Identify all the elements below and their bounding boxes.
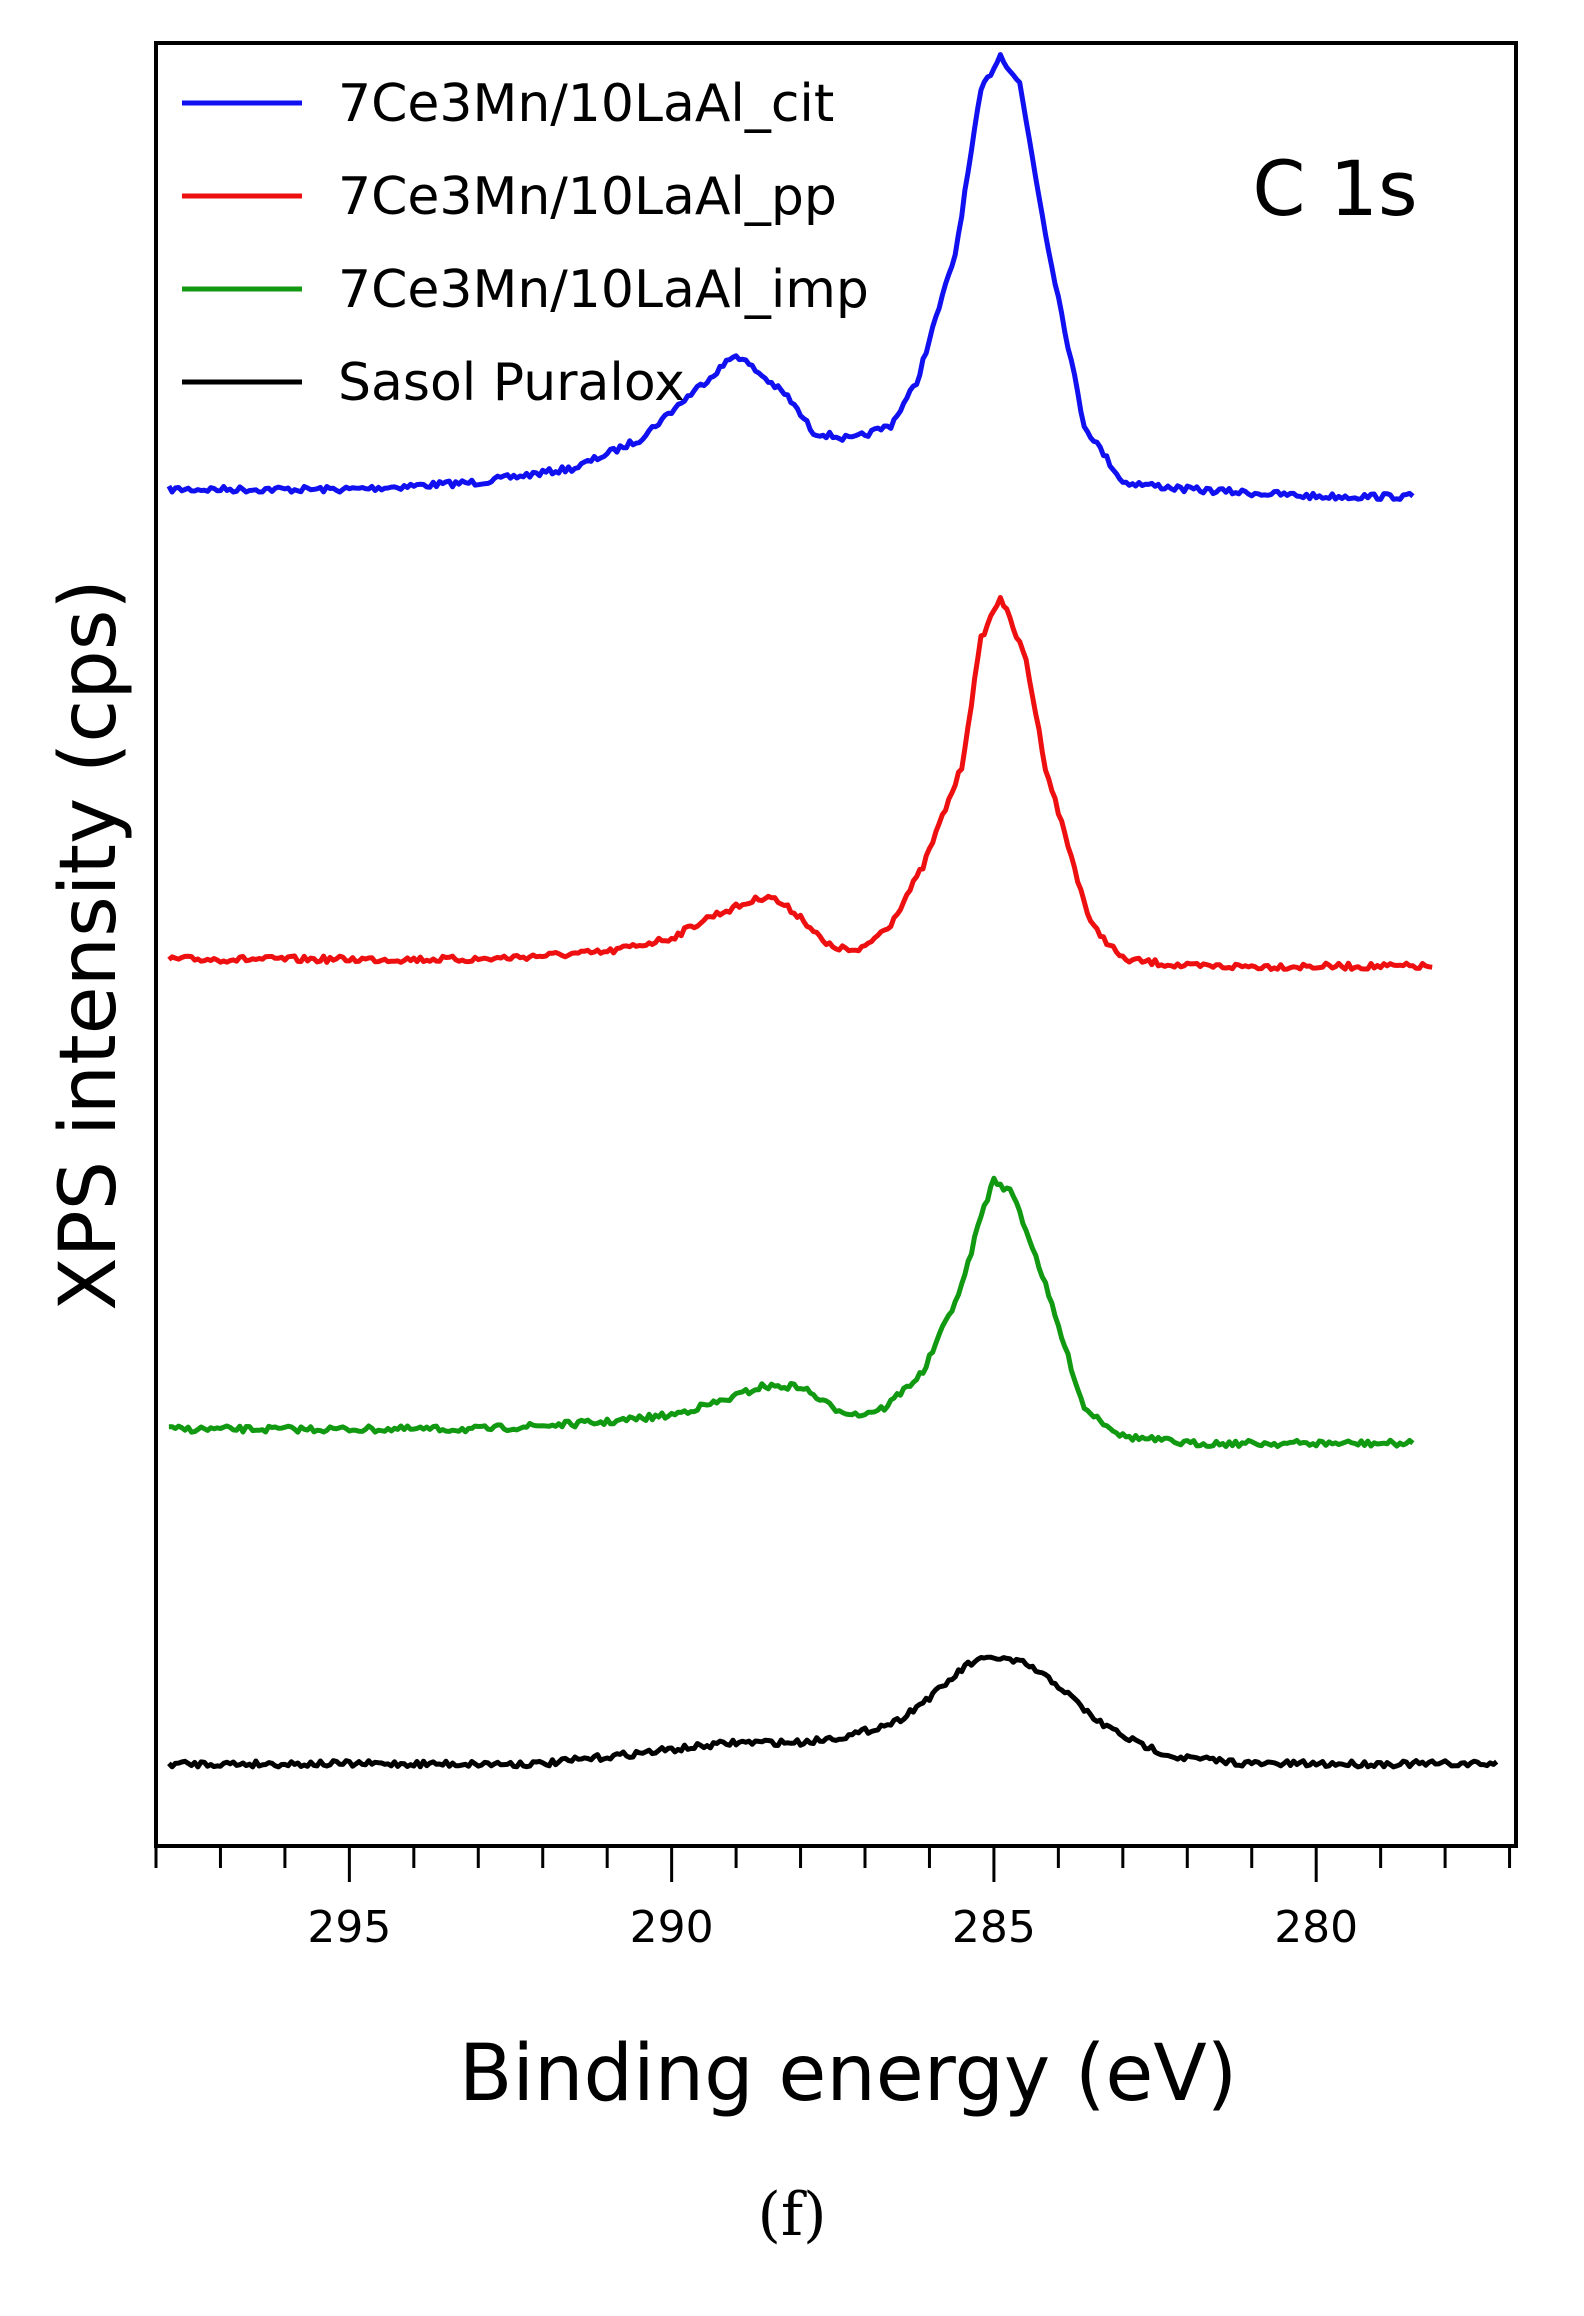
series-line-1 — [166, 52, 1415, 502]
x-tick-label: 280 — [1274, 1902, 1358, 1953]
legend-label: 7Ce3Mn/10LaAl_imp — [338, 260, 869, 320]
y-axis-title: XPS intensity (cps) — [44, 579, 134, 1311]
legend: 7Ce3Mn/10LaAl_cit 7Ce3Mn/10LaAl_pp 7Ce3Mn/… — [182, 74, 869, 413]
legend-label: 7Ce3Mn/10LaAl_pp — [338, 167, 837, 227]
plot-area-border — [154, 41, 1518, 1848]
x-axis-title: Binding energy (eV) — [459, 2029, 1237, 2119]
plot-frame — [154, 41, 1518, 1848]
x-axis-ticks: 295 290 285 280 — [154, 1846, 1512, 1953]
legend-label: Sasol Puralox — [338, 353, 685, 413]
x-tick-label: 285 — [952, 1902, 1036, 1953]
figure-caption: (f) — [757, 2180, 827, 2250]
series-line-4 — [167, 1654, 1499, 1770]
x-tick-label: 290 — [630, 1902, 714, 1953]
legend-label: 7Ce3Mn/10LaAl_cit — [338, 74, 834, 134]
chart-annotation: C 1s — [1252, 144, 1417, 233]
x-tick-label: 295 — [307, 1902, 391, 1953]
series-layer — [166, 52, 1499, 1770]
series-line-3 — [168, 1175, 1415, 1449]
series-line-2 — [167, 595, 1433, 972]
